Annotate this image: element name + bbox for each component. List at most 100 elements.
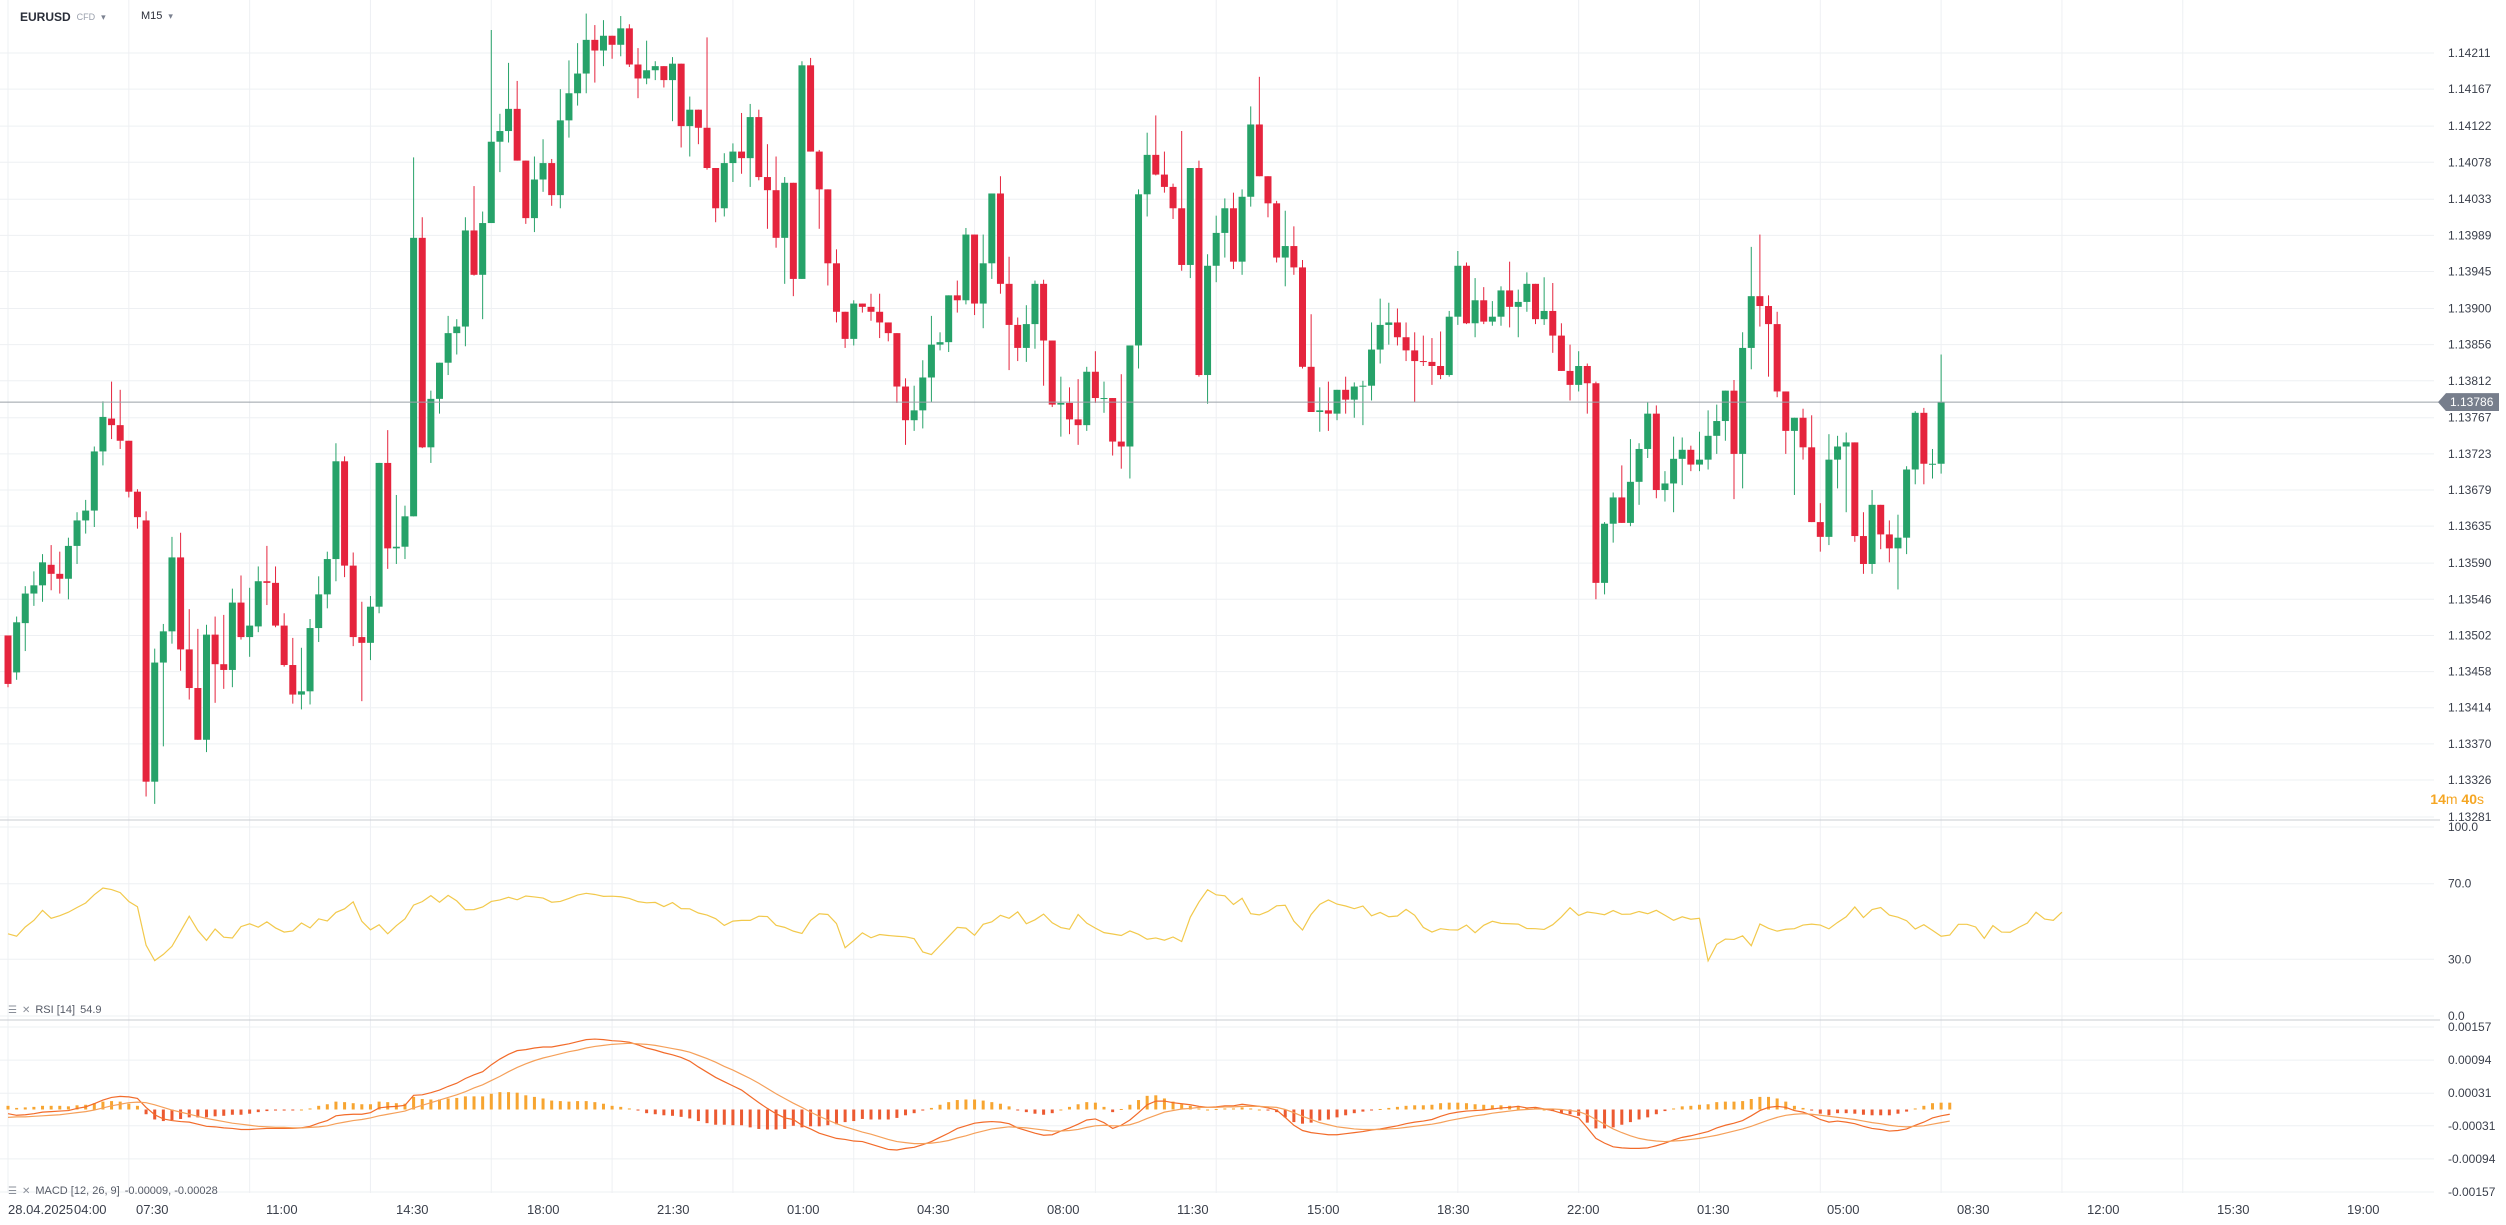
macd-histogram-bar [248, 1109, 252, 1114]
candle-body [194, 688, 202, 740]
symbol-selector[interactable]: EURUSD CFD ▾ [20, 10, 106, 24]
candle-body [39, 562, 47, 586]
macd-histogram-bar [1292, 1109, 1296, 1123]
candle-body [953, 295, 961, 301]
candle-body [487, 141, 495, 224]
macd-histogram-bar [135, 1105, 139, 1110]
candle-body [686, 109, 694, 127]
close-icon[interactable]: ✕ [21, 1185, 31, 1197]
candle-body [332, 461, 340, 560]
timeframe-selector[interactable]: M15 ▾ [141, 10, 173, 22]
candle-body [781, 182, 789, 238]
candle-body [841, 311, 849, 339]
macd-histogram-bar [1206, 1109, 1210, 1111]
candle-body [1402, 337, 1410, 351]
macd-histogram-bar [1922, 1105, 1926, 1110]
settings-icon[interactable]: ☰ [8, 1004, 17, 1016]
macd-histogram-bar [1421, 1105, 1425, 1110]
price-tick-label: 1.13900 [2448, 301, 2492, 315]
candle-body [64, 545, 72, 579]
candle-body [1583, 365, 1591, 384]
macd-histogram-bar [1525, 1107, 1529, 1110]
macd-histogram-bar [705, 1109, 709, 1124]
macd-legend[interactable]: ☰ ✕ MACD [12, 26, 9] -0.00009, -0.00028 [8, 1185, 218, 1197]
macd-histogram-bar [92, 1103, 96, 1110]
close-icon[interactable]: ✕ [21, 1004, 31, 1016]
candle-body [643, 70, 651, 79]
candle-body [1445, 316, 1453, 376]
candle-body [1903, 469, 1911, 538]
rsi-tick-label: 30.0 [2448, 952, 2472, 966]
macd-histogram-bar [990, 1102, 994, 1110]
price-tick-label: 1.14033 [2448, 192, 2492, 206]
price-tick-label: 1.13723 [2448, 447, 2492, 461]
macd-histogram-bar [196, 1109, 200, 1118]
candle-body [539, 163, 547, 180]
candle-body [99, 416, 107, 452]
macd-histogram-bar [1836, 1109, 1840, 1114]
macd-histogram-bar [230, 1109, 234, 1115]
candle-body [159, 631, 167, 663]
macd-histogram-bar [1482, 1104, 1486, 1110]
candle-body [151, 662, 159, 782]
candle-body [1221, 208, 1229, 233]
macd-histogram-bar [412, 1096, 416, 1110]
candle-body [1091, 371, 1099, 399]
macd-histogram-bar [1490, 1105, 1494, 1110]
macd-histogram-bar [696, 1109, 700, 1122]
settings-icon[interactable]: ☰ [8, 1185, 17, 1197]
macd-histogram-bar [1611, 1109, 1615, 1128]
candle-body [530, 179, 538, 219]
macd-histogram-bar [1810, 1109, 1814, 1111]
candles [0, 13, 2440, 804]
rsi-legend[interactable]: ☰ ✕ RSI [14] 54.9 [8, 1004, 102, 1016]
candle-body [979, 263, 987, 304]
rsi-tick-label: 100.0 [2448, 820, 2478, 834]
time-tick-label: 01:30 [1697, 1202, 1730, 1217]
macd-histogram-bar [973, 1099, 977, 1110]
candle-body [1678, 449, 1686, 459]
candle-body [660, 66, 668, 81]
macd-histogram-bar [601, 1103, 605, 1110]
candle-body [1212, 232, 1220, 266]
macd-histogram-bar [1145, 1095, 1149, 1110]
price-tick-label: 1.13945 [2448, 265, 2492, 279]
macd-histogram-bar [1050, 1109, 1054, 1114]
macd-histogram-bar [507, 1092, 511, 1110]
macd-histogram-bar [1430, 1104, 1434, 1110]
candle-body [936, 342, 944, 345]
candle-body [47, 564, 55, 574]
macd-histogram-bar [299, 1109, 303, 1111]
chevron-down-icon: ▾ [168, 10, 173, 21]
macd-histogram-bar [619, 1106, 623, 1110]
macd-histogram-bar [765, 1109, 769, 1130]
time-tick-label: 15:00 [1307, 1202, 1340, 1217]
candle-body [1264, 176, 1272, 204]
candle-body [565, 93, 573, 121]
candle-body [582, 39, 590, 74]
candle-body [1920, 412, 1928, 464]
candle-body [1488, 316, 1496, 322]
macd-histogram-bar [1559, 1109, 1563, 1114]
macd-histogram-bar [532, 1096, 536, 1110]
time-tick-label: 19:00 [2347, 1202, 2380, 1217]
macd-histogram-bar [1646, 1109, 1650, 1118]
macd-histogram-bar [1154, 1095, 1158, 1110]
macd-histogram-bar [1879, 1109, 1883, 1116]
macd-histogram-bar [584, 1101, 588, 1110]
chevron-down-icon: ▾ [101, 11, 106, 22]
candle-body [1255, 124, 1263, 177]
macd-histogram-bar [1387, 1107, 1391, 1110]
macd-line [7, 1038, 1950, 1151]
candle-body [1713, 421, 1721, 436]
candle-body [1730, 390, 1738, 454]
candle-body [1851, 442, 1859, 537]
candle-body [280, 625, 288, 666]
candle-body [1834, 446, 1842, 460]
macd-histogram-bar [1223, 1108, 1227, 1110]
candle-body [599, 35, 607, 51]
macd-histogram-bar [438, 1099, 441, 1110]
candle-body [1808, 447, 1816, 523]
candle-body [1393, 322, 1401, 338]
